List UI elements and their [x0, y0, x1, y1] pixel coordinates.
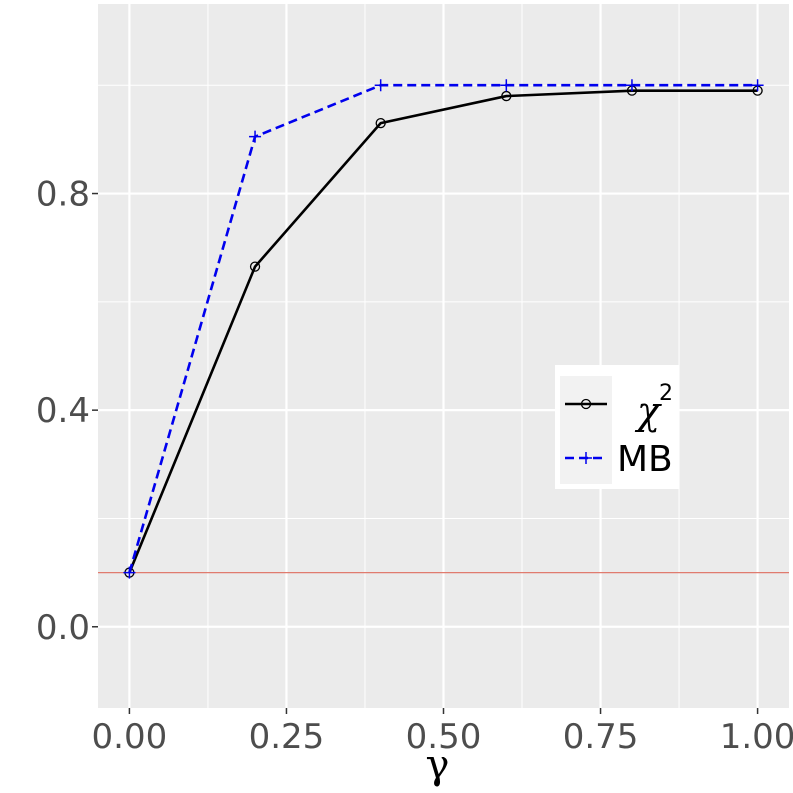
legend-label-superscript: 2 — [659, 381, 673, 406]
data-point — [751, 79, 764, 92]
x-axis-title: γ — [426, 742, 450, 788]
series-1 — [123, 79, 764, 579]
data-point — [500, 79, 513, 92]
data-point — [375, 117, 386, 129]
legend-key-background — [560, 376, 612, 484]
x-tick-label: 0.00 — [92, 717, 168, 757]
x-tick-label: 0.50 — [406, 717, 482, 757]
legend-label: MB — [617, 439, 673, 480]
legend-item-0: χ2 — [565, 381, 673, 433]
data-point — [501, 90, 512, 102]
legend: χ2 MB — [555, 365, 679, 489]
data-point — [249, 261, 261, 272]
y-tick-label: 0.8 — [36, 175, 90, 215]
x-tick-label: 1.00 — [720, 717, 793, 757]
x-tick-label: 0.75 — [563, 717, 639, 757]
legend-label: χ — [634, 389, 662, 433]
major-gridlines — [98, 4, 789, 708]
legend-key-marker — [580, 452, 592, 464]
data-point — [374, 79, 387, 92]
legend-key-marker — [580, 398, 592, 410]
data-point — [123, 566, 136, 579]
y-tick-label: 0.0 — [36, 608, 90, 648]
legend-item-1: MB — [565, 439, 673, 480]
x-tick-label: 0.25 — [249, 717, 325, 757]
series-layer — [123, 79, 764, 579]
axis-ticks: 0.00 0.25 0.50 0.75 1.00 0.0 0.4 0.8 — [36, 175, 793, 757]
y-tick-label: 0.4 — [36, 391, 90, 431]
data-point — [249, 130, 262, 143]
series-line — [128, 83, 758, 573]
data-point — [625, 79, 638, 92]
series-line — [128, 89, 758, 574]
